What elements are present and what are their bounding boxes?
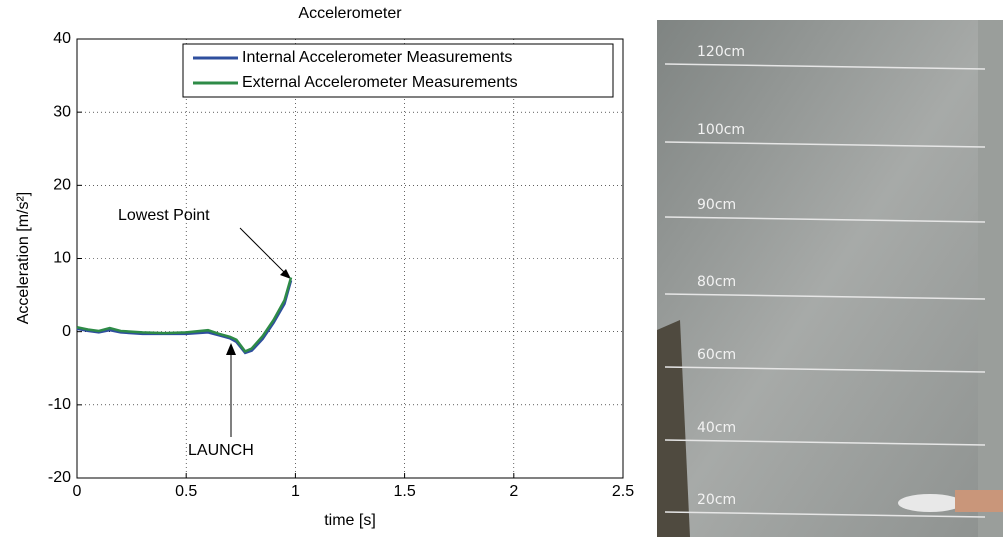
x-tick-label: 0.5 xyxy=(175,483,197,500)
y-tick-label: 10 xyxy=(53,250,71,267)
photo-label: 120cm xyxy=(697,44,745,60)
photo-phone xyxy=(898,494,962,512)
annotation-arrowhead xyxy=(226,343,236,355)
chart-title: Accelerometer xyxy=(298,5,402,22)
photo-label: 90cm xyxy=(697,197,736,213)
figure: 120cm 100cm 90cm 80cm 60cm 40cm 20cm Accelerom… xyxy=(0,0,1003,537)
photo-label: 40cm xyxy=(697,420,736,436)
photo: 120cm 100cm 90cm 80cm 60cm 40cm 20cm xyxy=(657,20,1003,537)
photo-label: 80cm xyxy=(697,274,736,290)
legend-label: External Accelerometer Measurements xyxy=(242,74,518,91)
y-tick-label: -10 xyxy=(48,396,71,413)
x-tick-label: 0 xyxy=(73,483,82,500)
chart: Accelerometer time [s] Acceleration [m/s… xyxy=(15,5,634,529)
annotation: LAUNCH xyxy=(188,442,254,459)
annotation: Lowest Point xyxy=(118,207,210,224)
page: 120cm 100cm 90cm 80cm 60cm 40cm 20cm Accelerom… xyxy=(0,0,1003,537)
x-tick-label: 1 xyxy=(291,483,300,500)
x-axis-label: time [s] xyxy=(324,512,376,529)
photo-hand xyxy=(955,490,1003,512)
y-tick-label: 20 xyxy=(53,177,71,194)
annotation-arrow xyxy=(240,228,288,276)
y-axis-label: Acceleration [m/s²] xyxy=(15,192,32,324)
photo-label: 100cm xyxy=(697,122,745,138)
annotation-arrowhead xyxy=(280,269,291,279)
x-tick-label: 1.5 xyxy=(393,483,415,500)
legend-label: Internal Accelerometer Measurements xyxy=(242,49,512,66)
x-tick-label: 2 xyxy=(509,483,518,500)
photo-pole xyxy=(978,20,1003,537)
y-tick-label: 40 xyxy=(53,30,71,47)
y-tick-label: -20 xyxy=(48,469,71,486)
data-line xyxy=(77,278,291,352)
y-tick-label: 30 xyxy=(53,103,71,120)
photo-label: 20cm xyxy=(697,492,736,508)
y-tick-label: 0 xyxy=(62,323,71,340)
x-tick-label: 2.5 xyxy=(612,483,634,500)
photo-label: 60cm xyxy=(697,347,736,363)
